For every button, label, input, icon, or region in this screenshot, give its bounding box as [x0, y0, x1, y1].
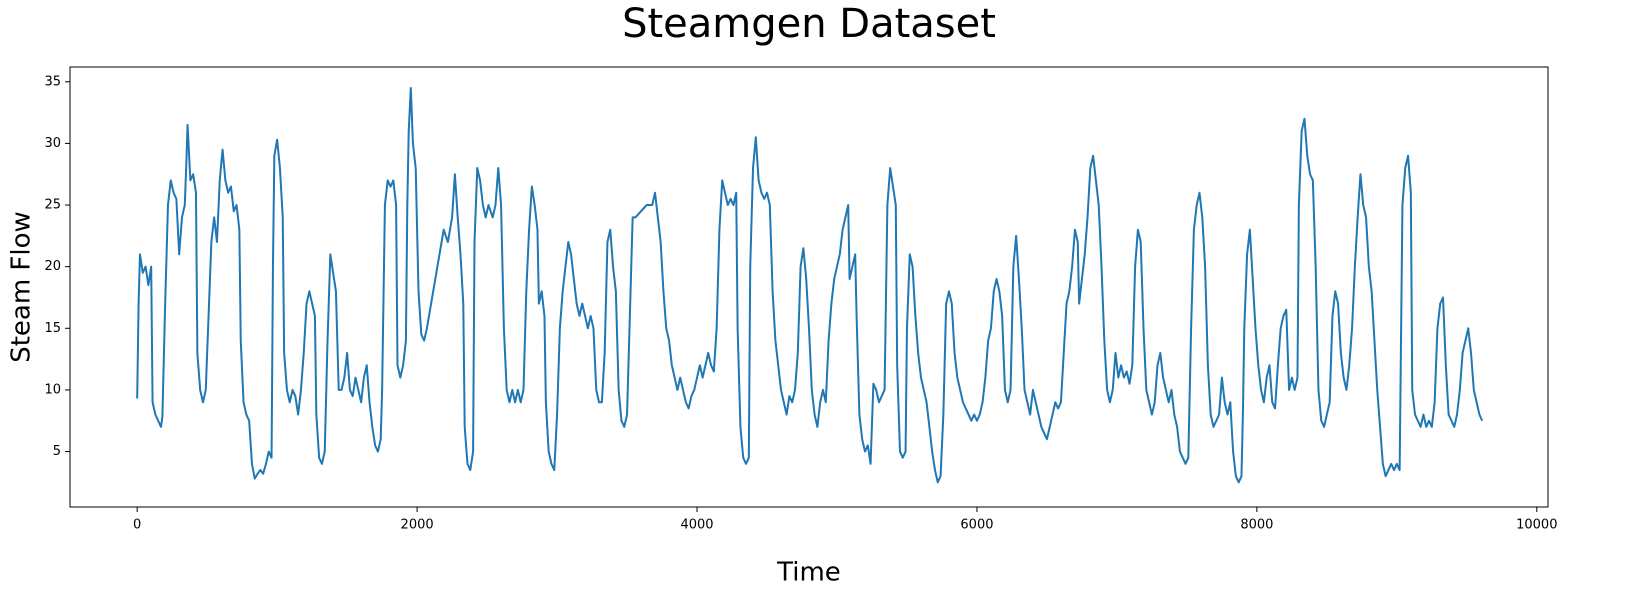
y-tick-label: 20 [44, 259, 61, 274]
y-tick-label: 5 [53, 444, 61, 459]
y-tick-label: 35 [44, 74, 61, 89]
y-tick-label: 25 [44, 198, 61, 213]
plot-frame [69, 66, 1549, 508]
y-tick-label: 30 [44, 136, 61, 151]
x-tick-label: 10000 [1516, 518, 1557, 533]
data-line [136, 86, 1484, 484]
x-axis-label: Time [776, 558, 841, 588]
x-tick-label: 2000 [401, 518, 434, 533]
y-tick-label: 10 [44, 382, 61, 397]
x-tick-label: 4000 [680, 518, 713, 533]
chart-title: Steamgen Dataset [622, 1, 996, 47]
y-axis-label: Steam Flow [7, 211, 37, 363]
x-tick-label: 6000 [960, 518, 993, 533]
x-tick-label: 8000 [1240, 518, 1273, 533]
y-tick-label: 15 [44, 321, 61, 336]
x-tick-label: 0 [133, 518, 141, 533]
